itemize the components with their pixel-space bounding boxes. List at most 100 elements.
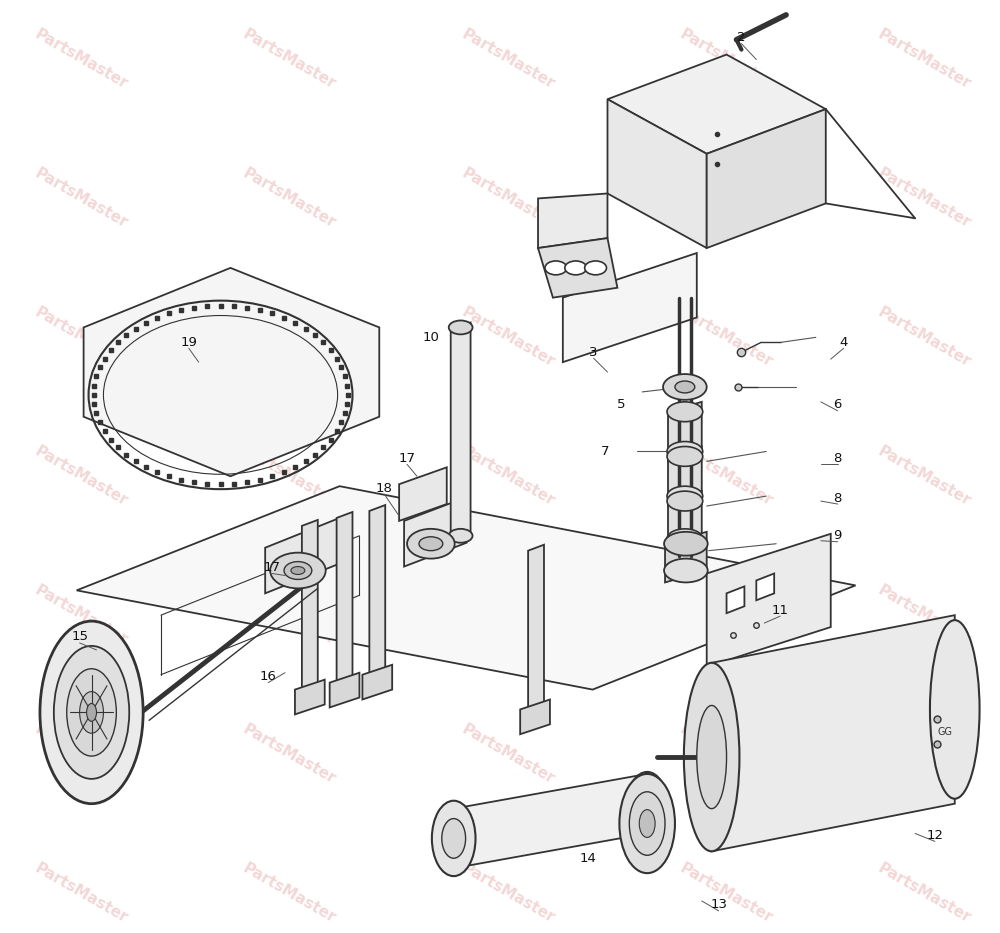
Ellipse shape (449, 320, 473, 334)
Text: PartsMaster: PartsMaster (32, 305, 130, 370)
Ellipse shape (87, 703, 96, 721)
Text: PartsMaster: PartsMaster (32, 27, 130, 92)
Ellipse shape (545, 261, 567, 275)
Text: PartsMaster: PartsMaster (677, 860, 775, 926)
Text: 15: 15 (71, 631, 88, 644)
Ellipse shape (80, 691, 103, 733)
Text: PartsMaster: PartsMaster (32, 860, 130, 926)
Polygon shape (451, 323, 471, 541)
Polygon shape (330, 673, 359, 707)
Text: PartsMaster: PartsMaster (459, 443, 557, 508)
Polygon shape (404, 497, 467, 566)
Ellipse shape (449, 529, 473, 543)
Polygon shape (265, 518, 340, 593)
Ellipse shape (930, 620, 980, 799)
Polygon shape (337, 512, 352, 694)
Text: PartsMaster: PartsMaster (875, 721, 974, 787)
Ellipse shape (40, 621, 143, 803)
Text: PartsMaster: PartsMaster (240, 443, 339, 508)
Text: 9: 9 (833, 529, 842, 542)
Text: PartsMaster: PartsMaster (240, 27, 339, 92)
Ellipse shape (585, 261, 606, 275)
Polygon shape (84, 268, 379, 476)
Ellipse shape (639, 810, 655, 838)
Text: PartsMaster: PartsMaster (677, 582, 775, 648)
Text: 8: 8 (833, 492, 842, 505)
Text: PartsMaster: PartsMaster (32, 166, 130, 231)
Text: PartsMaster: PartsMaster (459, 721, 557, 787)
Text: PartsMaster: PartsMaster (32, 443, 130, 508)
Text: PartsMaster: PartsMaster (875, 860, 974, 926)
Text: 19: 19 (180, 336, 197, 349)
Polygon shape (454, 773, 647, 869)
Ellipse shape (619, 773, 675, 873)
Polygon shape (668, 447, 702, 506)
Text: PartsMaster: PartsMaster (240, 721, 339, 787)
Text: PartsMaster: PartsMaster (875, 582, 974, 648)
Text: 17: 17 (399, 452, 416, 465)
Text: 2: 2 (737, 31, 746, 44)
Ellipse shape (664, 559, 708, 582)
Text: PartsMaster: PartsMaster (677, 166, 775, 231)
Ellipse shape (565, 261, 587, 275)
Text: PartsMaster: PartsMaster (677, 27, 775, 92)
Text: GG: GG (937, 727, 952, 737)
Polygon shape (712, 615, 955, 851)
Polygon shape (538, 193, 607, 248)
Text: 3: 3 (589, 346, 598, 358)
Text: PartsMaster: PartsMaster (459, 166, 557, 231)
Polygon shape (369, 505, 385, 686)
Polygon shape (520, 700, 550, 734)
Ellipse shape (667, 529, 703, 549)
Ellipse shape (663, 374, 707, 400)
Text: 10: 10 (422, 331, 439, 344)
Polygon shape (607, 54, 826, 154)
Ellipse shape (442, 818, 466, 858)
Text: PartsMaster: PartsMaster (677, 305, 775, 370)
Text: 8: 8 (833, 452, 842, 465)
Ellipse shape (667, 447, 703, 466)
Text: 6: 6 (833, 398, 842, 411)
Text: 16: 16 (260, 670, 277, 683)
Ellipse shape (697, 705, 727, 809)
Text: PartsMaster: PartsMaster (677, 443, 775, 508)
Text: 18: 18 (376, 481, 393, 494)
Ellipse shape (629, 792, 665, 856)
Text: PartsMaster: PartsMaster (875, 443, 974, 508)
Text: PartsMaster: PartsMaster (875, 305, 974, 370)
Polygon shape (528, 545, 544, 720)
Ellipse shape (667, 491, 703, 511)
Ellipse shape (664, 532, 708, 556)
Text: 12: 12 (926, 829, 943, 842)
Polygon shape (668, 491, 702, 549)
Text: PartsMaster: PartsMaster (459, 582, 557, 648)
Text: PartsMaster: PartsMaster (875, 27, 974, 92)
Ellipse shape (291, 566, 305, 575)
Ellipse shape (407, 529, 455, 559)
Polygon shape (668, 402, 702, 462)
Polygon shape (665, 532, 707, 582)
Polygon shape (756, 574, 774, 600)
Text: PartsMaster: PartsMaster (459, 305, 557, 370)
Polygon shape (302, 520, 318, 701)
Text: PartsMaster: PartsMaster (240, 860, 339, 926)
Text: 13: 13 (710, 898, 727, 912)
Ellipse shape (67, 669, 116, 756)
Text: PartsMaster: PartsMaster (240, 582, 339, 648)
Polygon shape (727, 587, 744, 613)
Ellipse shape (432, 801, 476, 876)
Ellipse shape (419, 536, 443, 550)
Text: 7: 7 (601, 445, 610, 458)
Polygon shape (362, 665, 392, 700)
Text: PartsMaster: PartsMaster (32, 721, 130, 787)
Polygon shape (295, 679, 325, 715)
Text: PartsMaster: PartsMaster (459, 27, 557, 92)
Text: 11: 11 (772, 604, 789, 617)
Text: PartsMaster: PartsMaster (459, 860, 557, 926)
Text: PartsMaster: PartsMaster (677, 721, 775, 787)
Text: PartsMaster: PartsMaster (240, 305, 339, 370)
Ellipse shape (667, 441, 703, 462)
Polygon shape (707, 534, 831, 667)
Ellipse shape (675, 381, 695, 393)
Text: PartsMaster: PartsMaster (240, 166, 339, 231)
